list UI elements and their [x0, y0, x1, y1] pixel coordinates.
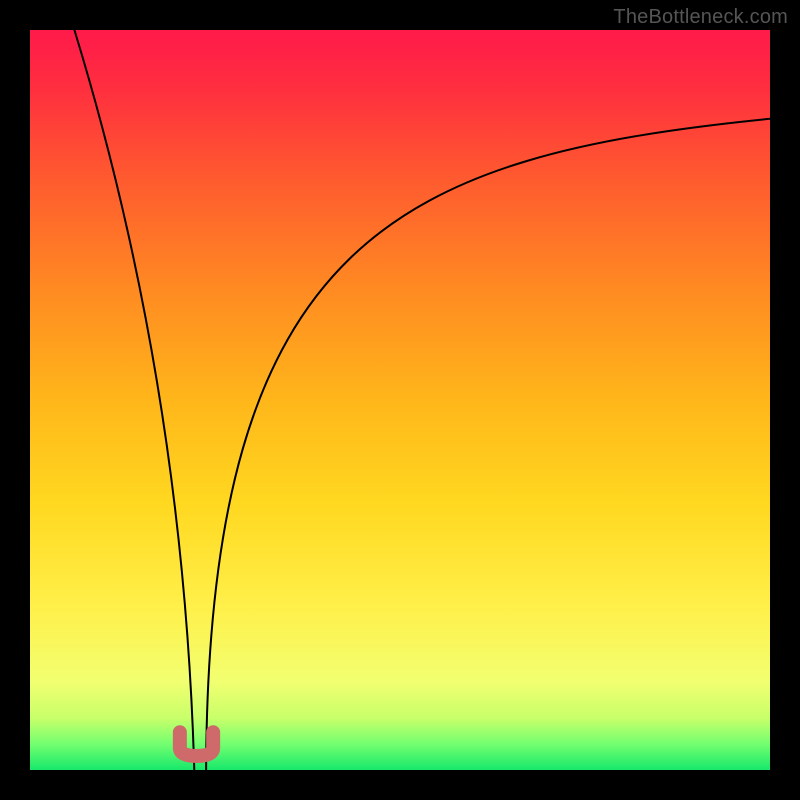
plot-area: [30, 30, 770, 770]
current-config-marker: [180, 732, 213, 756]
curve-left-branch: [74, 30, 194, 770]
watermark-text: TheBottleneck.com: [613, 6, 788, 29]
curve-right-branch: [206, 119, 770, 770]
bottleneck-curves: [30, 30, 770, 770]
chart-stage: TheBottleneck.com: [0, 0, 800, 800]
